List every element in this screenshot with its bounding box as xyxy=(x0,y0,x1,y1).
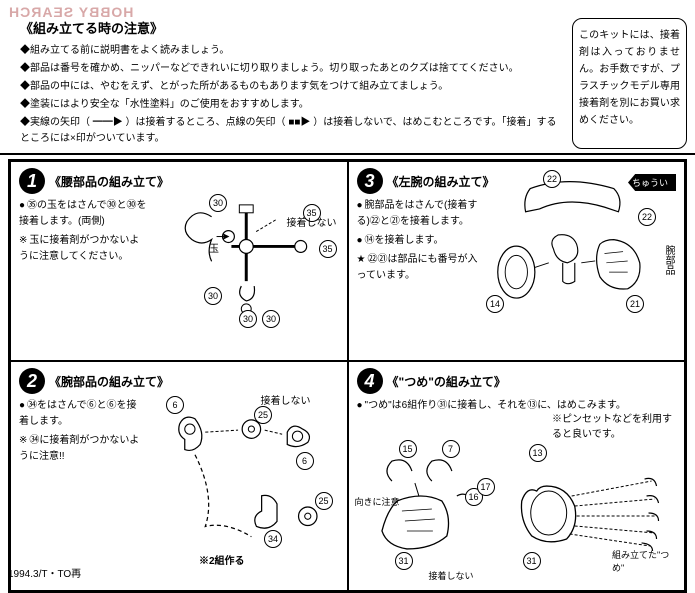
label-armpart: 腕部品 xyxy=(661,245,676,275)
footer-date: 1994.3/T・TO再 xyxy=(8,565,81,580)
step-title: 《腰部品の組み立て》 xyxy=(49,173,169,190)
part-number: 21 xyxy=(626,295,644,313)
part-number: 13 xyxy=(529,444,547,462)
label-make2: ※2組作る xyxy=(199,552,245,567)
top-section: 《組み立てる時の注意》 ◆組み立てる前に説明書をよく読みましょう。 ◆部品は番号… xyxy=(0,0,695,155)
part-number: 25 xyxy=(254,406,272,424)
part-number: 6 xyxy=(296,452,314,470)
part-number: 25 xyxy=(315,492,333,510)
part-number: 22 xyxy=(543,170,561,188)
label-tweezers: ※ピンセットなどを利用すると良いです。 xyxy=(552,410,672,440)
step-title: 《腕部品の組み立て》 xyxy=(49,373,169,390)
step-line: ㉞に接着剤がつかないように注意!! xyxy=(19,433,140,465)
diagram-step2: 6 6 25 25 34 接着しない ※2組作る xyxy=(154,392,339,579)
step-header: 2 《腕部品の組み立て》 xyxy=(19,368,339,394)
intro-item: ◆部品の中には、やむをえず、とがった所があるものもあります気をつけて組み立てまし… xyxy=(20,79,564,95)
part-number: 30 xyxy=(262,310,280,328)
intro-title: 《組み立てる時の注意》 xyxy=(20,18,564,37)
label-noglue: 接着しない xyxy=(287,214,337,229)
intro-list: ◆組み立てる前に説明書をよく読みましょう。 ◆部品は番号を確かめ、ニッパーなどで… xyxy=(20,43,564,147)
step-title: 《"つめ"の組み立て》 xyxy=(387,373,506,390)
label-direction: 向きに注意 xyxy=(355,495,400,508)
step-4: 4 《"つめ"の組み立て》 "つめ"は6組作り㉛に接着し、それを⑬に、はめこみま… xyxy=(348,361,686,591)
step-2: 2 《腕部品の組み立て》 ㉞をはさんで⑥と⑥を接着します。 ㉞に接着剤がつかない… xyxy=(10,361,348,591)
step-line: ⑭を接着します。 xyxy=(357,233,485,249)
part-number: 15 xyxy=(399,440,417,458)
watermark: HOBBY SEARCH xyxy=(8,4,133,20)
part-number: 30 xyxy=(239,310,257,328)
label-assembled: 組み立てた"つめ" xyxy=(612,548,672,574)
part-number: 6 xyxy=(166,396,184,414)
intro-item: ◆部品は番号を確かめ、ニッパーなどできれいに切り取りましょう。切り取ったあとのク… xyxy=(20,61,564,77)
part-number: 17 xyxy=(477,478,495,496)
step-line: 玉に接着剤がつかないように注意してください。 xyxy=(19,233,147,265)
part-number: 31 xyxy=(523,552,541,570)
step-line: ㉟の玉をはさんで㉚と㉚を接着します。(両側) xyxy=(19,198,147,230)
part-number: 30 xyxy=(204,287,222,305)
step-number: 3 xyxy=(357,168,383,194)
label-noglue: 接着しない xyxy=(429,569,474,582)
part-number: 30 xyxy=(209,194,227,212)
step-1: 1 《腰部品の組み立て》 ㉟の玉をはさんで㉚と㉚を接着します。(両側) 玉に接着… xyxy=(10,161,348,361)
step-number: 4 xyxy=(357,368,383,394)
callout-attention: ちゅうい xyxy=(628,174,676,191)
glue-note-box: このキットには、接着剤は入っておりません。お手数ですが、プラスチックモデル専用接… xyxy=(572,18,687,149)
intro-item: ◆塗装にはより安全な「水性塗料」のご使用をおすすめします。 xyxy=(20,97,564,113)
step-body: ㉞をはさんで⑥と⑥を接着します。 ㉞に接着剤がつかないように注意!! xyxy=(19,398,140,465)
steps-grid: 1 《腰部品の組み立て》 ㉟の玉をはさんで㉚と㉚を接着します。(両側) 玉に接着… xyxy=(8,159,687,593)
diagram-step1: 30 30 30 30 35 35 接着しない 玉 xyxy=(154,192,339,341)
step-body: ㉟の玉をはさんで㉚と㉚を接着します。(両側) 玉に接着剤がつかないように注意して… xyxy=(19,198,147,265)
step-number: 1 xyxy=(19,168,45,194)
step-body: 腕部品をはさんで(接着する)㉒と㉑を接着します。 ⑭を接着します。 ㉒㉑は部品に… xyxy=(357,198,485,284)
label-ball: 玉 xyxy=(209,240,219,255)
part-number: 34 xyxy=(264,530,282,548)
step-line: ㉞をはさんで⑥と⑥を接着します。 xyxy=(19,398,140,430)
diagram-step3: 22 14 21 22 ちゅうい 腕部品 xyxy=(468,170,676,319)
step-line: 腕部品をはさんで(接着する)㉒と㉑を接着します。 xyxy=(357,198,485,230)
part-number: 14 xyxy=(486,295,504,313)
intro-item: ◆組み立てる前に説明書をよく読みましょう。 xyxy=(20,43,564,59)
part-number: 31 xyxy=(395,552,413,570)
intro-box: 《組み立てる時の注意》 ◆組み立てる前に説明書をよく読みましょう。 ◆部品は番号… xyxy=(20,18,572,149)
part-number: 35 xyxy=(319,240,337,258)
part-number: 22 xyxy=(638,208,656,226)
diagram-step4: 15 7 16 17 31 13 31 向きに注意 接着しない 組み立てた"つめ… xyxy=(357,440,677,582)
step-line: ㉒㉑は部品にも番号が入っています。 xyxy=(357,252,485,284)
step-3: 3 《左腕の組み立て》 腕部品をはさんで(接着する)㉒と㉑を接着します。 ⑭を接… xyxy=(348,161,686,361)
step-header: 1 《腰部品の組み立て》 xyxy=(19,168,339,194)
label-noglue: 接着しない xyxy=(261,392,311,407)
step-number: 2 xyxy=(19,368,45,394)
intro-item: ◆実線の矢印（ ━━▶ ）は接着するところ、点線の矢印（ ■■▶ ）は接着しない… xyxy=(20,115,564,147)
step-header: 4 《"つめ"の組み立て》 xyxy=(357,368,677,394)
part-number: 7 xyxy=(442,440,460,458)
